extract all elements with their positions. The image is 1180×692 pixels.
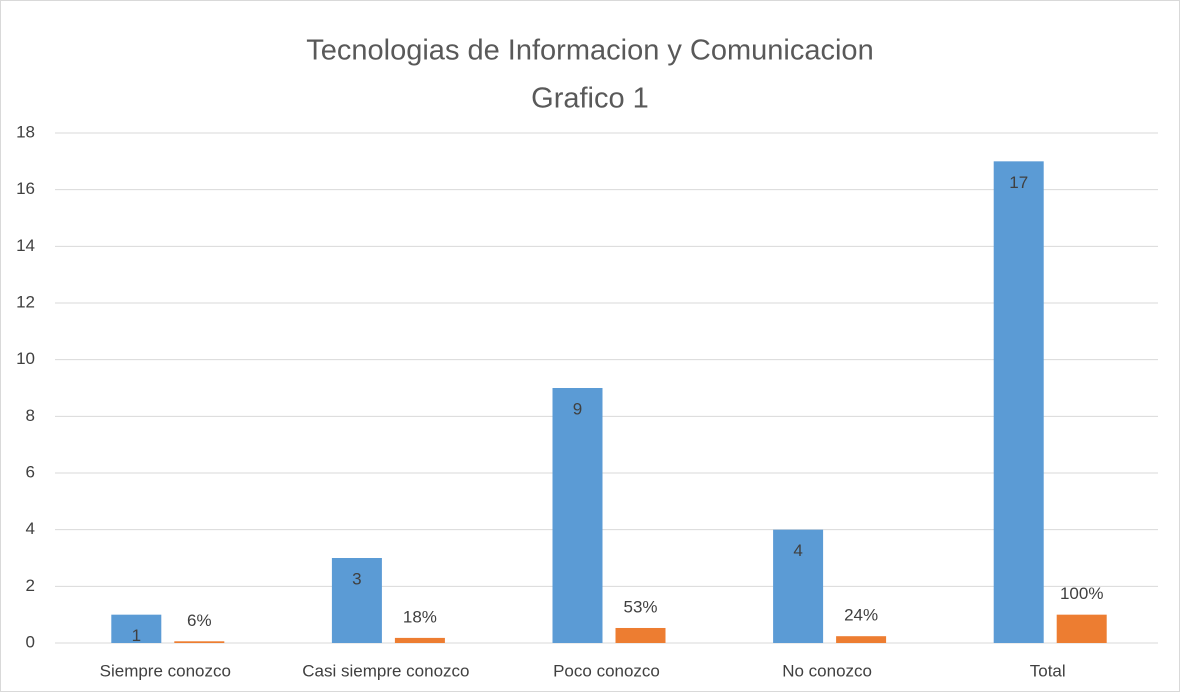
x-tick-label: Poco conozco <box>553 661 660 680</box>
y-tick-label: 6 <box>26 462 35 481</box>
bar <box>1056 614 1107 643</box>
x-tick-label: Casi siempre conozco <box>302 661 469 680</box>
bar <box>836 636 887 643</box>
y-tick-label: 12 <box>16 292 35 311</box>
value-label: 4 <box>793 541 802 560</box>
y-tick-label: 4 <box>26 519 35 538</box>
value-label: 53% <box>623 597 657 616</box>
value-label: 1 <box>132 626 141 645</box>
bar <box>174 641 225 643</box>
y-tick-label: 14 <box>16 236 35 255</box>
bar <box>552 388 603 643</box>
value-label: 18% <box>403 607 437 626</box>
y-tick-label: 18 <box>16 122 35 141</box>
bar <box>331 558 382 643</box>
value-label: 9 <box>573 399 582 418</box>
value-label: 6% <box>187 611 212 630</box>
x-tick-label: Siempre conozco <box>100 661 231 680</box>
chart-title: Tecnologias de Informacion y Comunicacio… <box>306 35 873 67</box>
y-tick-label: 16 <box>16 179 35 198</box>
value-label: 24% <box>844 606 878 625</box>
x-tick-label: No conozco <box>782 661 872 680</box>
value-label: 17 <box>1009 173 1028 192</box>
bar <box>394 637 445 643</box>
y-tick-label: 8 <box>26 406 35 425</box>
value-label: 3 <box>352 569 361 588</box>
bar <box>993 161 1044 644</box>
y-tick-label: 0 <box>26 632 35 651</box>
x-tick-label: Total <box>1030 661 1066 680</box>
bar <box>615 627 666 643</box>
value-label: 100% <box>1060 584 1103 603</box>
y-tick-label: 10 <box>16 349 35 368</box>
y-tick-label: 2 <box>26 576 35 595</box>
bar <box>773 529 824 643</box>
chart-subtitle: Grafico 1 <box>531 83 649 115</box>
bar <box>111 614 162 643</box>
